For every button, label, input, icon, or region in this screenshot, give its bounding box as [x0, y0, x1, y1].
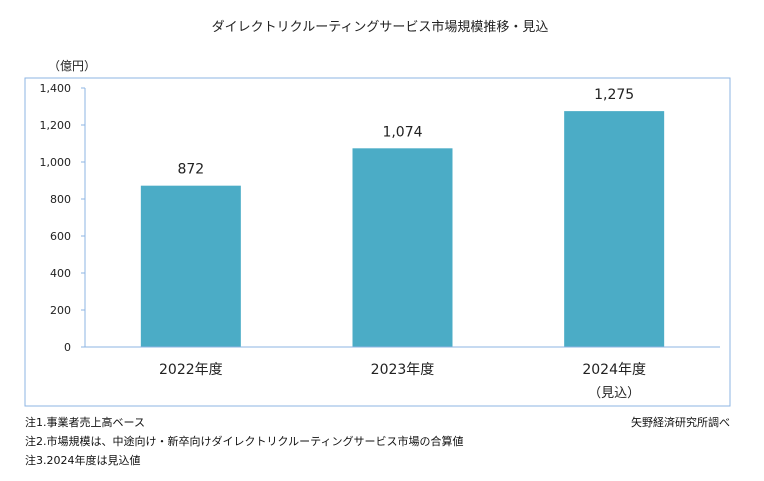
note-3: 注3.2024年度は見込値: [25, 454, 141, 467]
y-tick-label: 800: [50, 193, 71, 206]
y-tick-label: 1,400: [40, 82, 72, 95]
x-tick-label: 2022年度: [159, 362, 223, 378]
y-tick-label: 1,200: [40, 119, 72, 132]
bar: [352, 148, 453, 347]
y-tick-label: 400: [50, 267, 71, 280]
bar: [140, 185, 241, 347]
x-tick-label: 2024年度: [582, 362, 646, 378]
bar-value-label: 1,275: [594, 87, 634, 103]
source-label: 矢野経済研究所調べ: [631, 416, 730, 429]
y-tick-label: 0: [64, 341, 71, 354]
note-2: 注2.市場規模は、中途向け・新卒向けダイレクトリクルーティングサービス市場の合算…: [25, 435, 464, 448]
x-tick-label: 2023年度: [371, 362, 435, 378]
x-tick-sublabel: （見込）: [588, 386, 640, 401]
note-1: 注1.事業者売上高ベース: [25, 416, 145, 429]
y-tick-label: 600: [50, 230, 71, 243]
chart-title: ダイレクトリクルーティングサービス市場規模推移・見込: [212, 19, 549, 35]
y-tick-label: 200: [50, 304, 71, 317]
y-tick-label: 1,000: [40, 156, 72, 169]
bar: [564, 111, 665, 347]
bar-value-label: 872: [177, 162, 204, 178]
bar-value-label: 1,074: [382, 124, 422, 140]
y-axis-unit-label: （億円）: [48, 59, 96, 73]
